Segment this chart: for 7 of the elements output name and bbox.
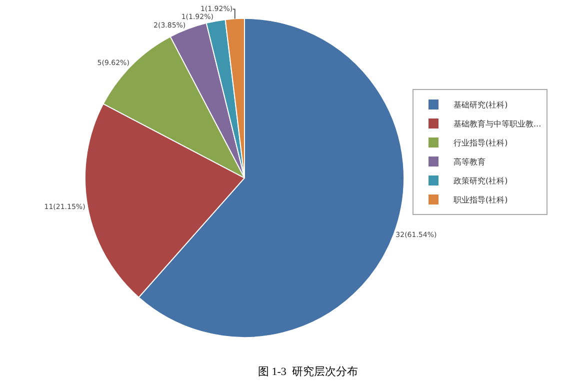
caption: 图 1-3 研究层次分布	[258, 365, 358, 378]
legend-label: 基础研究(社科)	[454, 100, 508, 110]
legend-label: 基础教育与中等职业教...	[454, 120, 542, 129]
legend-label: 职业指导(社科)	[454, 196, 508, 205]
legend-label: 高等教育	[454, 158, 486, 167]
legend-label: 政策研究(社科)	[454, 176, 508, 186]
legend-label: 行业指导(社科)	[454, 138, 508, 148]
